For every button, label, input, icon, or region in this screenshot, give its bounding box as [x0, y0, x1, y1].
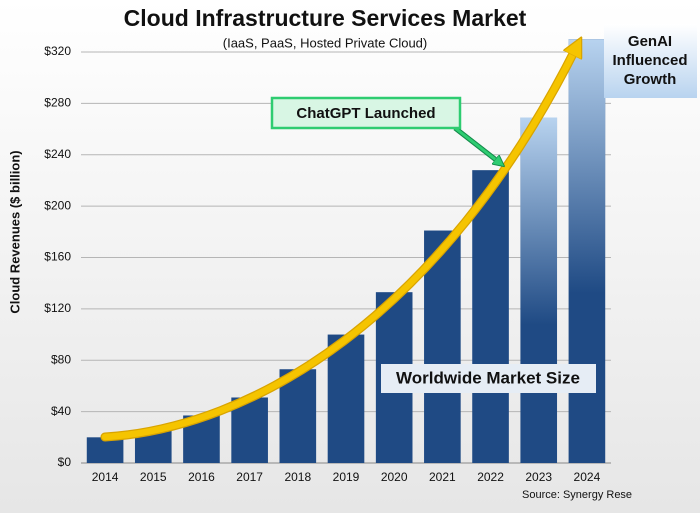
- bar-highlight: [568, 39, 606, 463]
- x-tick-label: 2024: [574, 470, 601, 484]
- callout-box: [270, 96, 462, 130]
- x-tick-label: 2014: [92, 470, 119, 484]
- y-tick-label: $280: [44, 96, 71, 110]
- x-tick-label: 2021: [429, 470, 456, 484]
- bar: [327, 334, 365, 463]
- bar: [279, 369, 317, 463]
- y-tick-label: $80: [51, 352, 71, 366]
- x-tick-label: 2019: [333, 470, 360, 484]
- x-tick-label: 2017: [236, 470, 263, 484]
- market-box: [381, 364, 596, 393]
- genai-text: Growth: [624, 71, 677, 88]
- bar: [472, 170, 509, 463]
- x-tick-label: 2022: [477, 470, 504, 484]
- chart-subtitle: (IaaS, PaaS, Hosted Private Cloud): [223, 35, 428, 50]
- source: Source: Synergy Rese: [522, 489, 632, 501]
- y-tick-label: $0: [58, 455, 72, 469]
- bar: [86, 437, 124, 463]
- callout-text: ChatGPT Launched: [296, 105, 435, 122]
- bar-highlight: [520, 117, 558, 464]
- y-axis-label: Cloud Revenues ($ billion): [7, 150, 22, 313]
- market-text: Worldwide Market Size: [396, 368, 580, 387]
- y-tick-label: $200: [44, 198, 71, 212]
- y-tick-label: $40: [51, 404, 71, 418]
- genai-text: GenAI: [628, 33, 672, 50]
- callout-arrow: [454, 126, 500, 163]
- x-tick-label: 2023: [525, 470, 552, 484]
- y-tick-label: $160: [44, 250, 71, 264]
- x-tick-label: 2020: [381, 470, 408, 484]
- y-tick-label: $320: [44, 44, 71, 58]
- y-tick-label: $240: [44, 147, 71, 161]
- x-tick-label: 2015: [140, 470, 167, 484]
- x-tick-label: 2016: [188, 470, 215, 484]
- chart-title: Cloud Infrastructure Services Market: [124, 5, 527, 31]
- genai-text: Influenced: [612, 52, 687, 69]
- x-tick-label: 2018: [284, 470, 311, 484]
- genai-box: [604, 24, 697, 98]
- trend-arrow: [101, 46, 577, 441]
- y-tick-label: $120: [44, 301, 71, 315]
